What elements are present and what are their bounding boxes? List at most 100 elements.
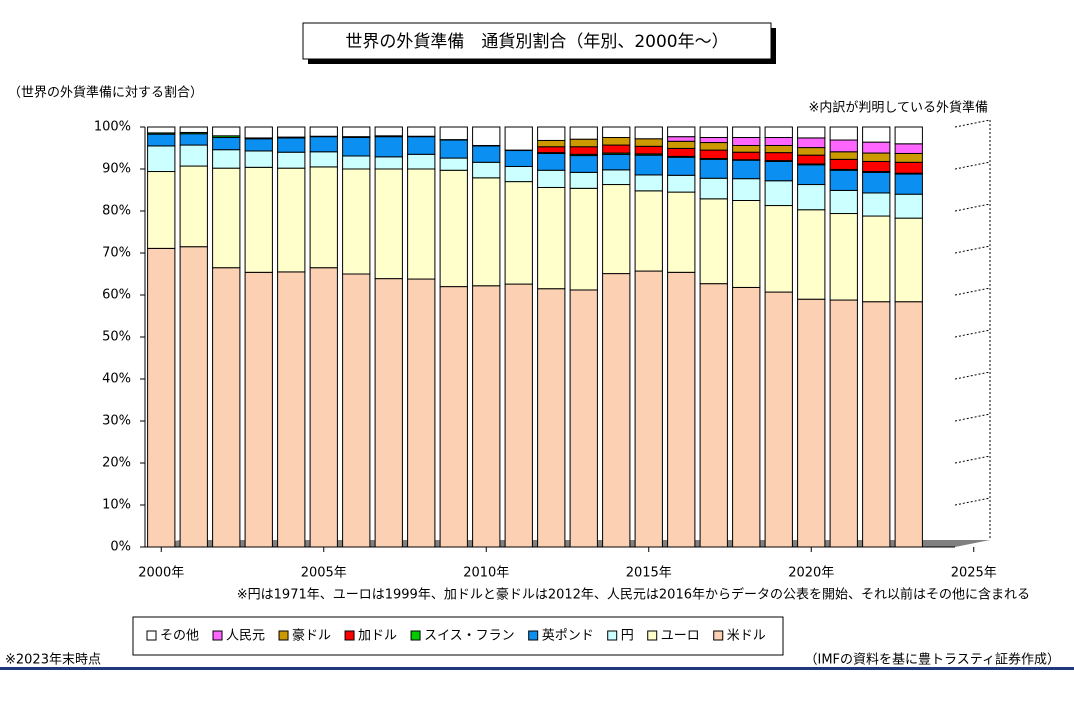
bar-segment — [569, 126, 598, 140]
bar-segment — [732, 144, 761, 153]
bar-segment — [439, 126, 468, 141]
bar-segment — [374, 168, 403, 280]
bar-segment — [797, 137, 826, 149]
bar-segment — [212, 126, 241, 137]
bar-segment — [277, 271, 306, 548]
bar-segment — [764, 160, 793, 182]
bar-segment — [439, 139, 468, 159]
bar-segment — [732, 200, 761, 288]
bar-segment — [667, 147, 696, 157]
bar-segment — [894, 173, 923, 195]
y-tick-label: 20% — [102, 456, 131, 471]
bar-segment — [374, 278, 403, 548]
x-tick-label: 2015年 — [626, 566, 672, 581]
chart-title: 世界の外貨準備 通貨別割合（年別、2000年～） — [345, 32, 728, 52]
bar-segment — [537, 126, 566, 141]
bar-segment — [699, 149, 728, 160]
bar-segment — [667, 191, 696, 273]
bar-segment — [537, 288, 566, 548]
bar-segment — [602, 126, 631, 138]
x-tick-label: 2020年 — [788, 566, 834, 581]
bar-segment — [439, 157, 468, 171]
bar-segment — [504, 165, 533, 183]
bar-segment — [634, 270, 663, 548]
bar-segment — [374, 156, 403, 170]
x-tick-label: 2010年 — [463, 566, 509, 581]
bar-segment — [699, 137, 728, 144]
bar-segment — [732, 286, 761, 548]
legend-label: 円 — [621, 629, 634, 644]
legend-swatch — [607, 630, 618, 641]
y-tick-label: 80% — [102, 204, 131, 219]
bar-segment — [179, 165, 208, 248]
bar-segment — [699, 142, 728, 151]
wall-grid — [954, 371, 991, 380]
bar-segment — [862, 171, 891, 194]
bar-segment — [309, 126, 338, 137]
wall-grid — [954, 455, 991, 464]
bar-segment — [829, 169, 858, 191]
y-tick-label: 100% — [94, 120, 131, 135]
bar-segment — [212, 137, 241, 151]
bar-segment — [602, 169, 631, 186]
bar-segment — [244, 166, 273, 273]
bar-segment — [179, 126, 208, 133]
bar-segment — [829, 189, 858, 215]
bar-segment — [797, 147, 826, 156]
bar-segment — [829, 126, 858, 141]
bar-segment — [212, 267, 241, 548]
bar-segment — [537, 152, 566, 171]
legend-swatch — [410, 630, 421, 641]
x-tick-label: 2000年 — [138, 566, 184, 581]
bar-segment — [862, 141, 891, 154]
bar-segment — [829, 213, 858, 301]
legend-swatch — [528, 630, 539, 641]
bar-segment — [634, 138, 663, 147]
bar-segment — [732, 178, 761, 202]
bar-segment — [732, 126, 761, 138]
y-tick-label: 30% — [102, 414, 131, 429]
annotation: （IMFの資料を基に豊トラスティ証券作成） — [805, 652, 1061, 668]
bar-segment — [407, 126, 436, 137]
legend-label: 豪ドル — [292, 628, 331, 644]
bar-segment — [147, 247, 176, 548]
bar-segment — [797, 209, 826, 300]
bar-segment — [764, 126, 793, 138]
bar-segment — [602, 184, 631, 275]
bar-segment — [894, 161, 923, 174]
bar-segment — [244, 126, 273, 139]
bar-segment — [537, 139, 566, 148]
bar-segment — [862, 192, 891, 217]
wall-grid — [954, 161, 991, 170]
bar-segment — [277, 151, 306, 169]
bar-segment — [797, 154, 826, 165]
bar-segment — [244, 271, 273, 548]
bar-segment — [862, 126, 891, 143]
bar-segment — [634, 174, 663, 192]
y-tick-label: 70% — [102, 246, 131, 261]
wall-grid — [954, 119, 991, 128]
bar-segment — [829, 151, 858, 160]
bar-segment — [342, 126, 371, 138]
bar-segment — [569, 187, 598, 291]
y-tick-label: 40% — [102, 372, 131, 387]
bar-segment — [244, 138, 273, 152]
legend-label: 加ドル — [358, 629, 397, 644]
bar-segment — [504, 283, 533, 548]
bar-segment — [277, 137, 306, 153]
bar-segment — [212, 167, 241, 269]
bar-segment — [244, 150, 273, 168]
bar-segment — [894, 126, 923, 145]
legend-box — [132, 616, 784, 656]
bar-segment — [374, 136, 403, 158]
bar-segment — [504, 126, 533, 151]
bar-segment — [147, 145, 176, 173]
x-tick-label: 2005年 — [301, 566, 347, 581]
bar-segment — [147, 133, 176, 147]
bar-segment — [862, 301, 891, 548]
bar-segment — [699, 177, 728, 200]
annotation: ※内訳が判明している外貨準備 — [808, 100, 988, 116]
bar-segment — [797, 298, 826, 548]
